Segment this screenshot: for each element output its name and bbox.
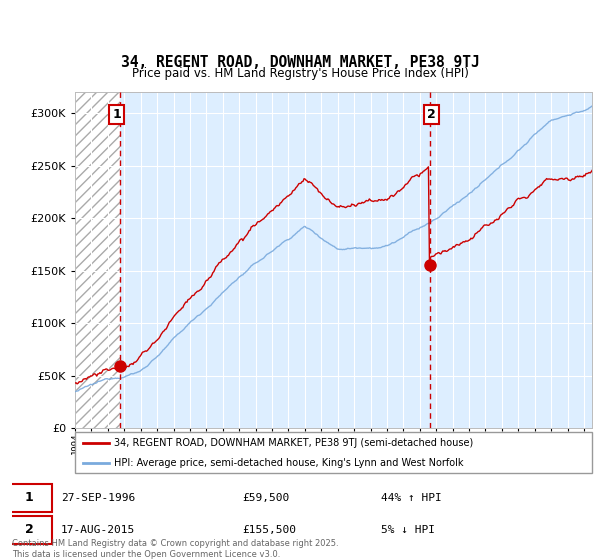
Text: £155,500: £155,500 [242, 525, 296, 535]
Text: 27-SEP-1996: 27-SEP-1996 [61, 493, 135, 503]
Text: 44% ↑ HPI: 44% ↑ HPI [380, 493, 442, 503]
Text: 17-AUG-2015: 17-AUG-2015 [61, 525, 135, 535]
Text: 34, REGENT ROAD, DOWNHAM MARKET, PE38 9TJ (semi-detached house): 34, REGENT ROAD, DOWNHAM MARKET, PE38 9T… [114, 438, 473, 449]
Text: HPI: Average price, semi-detached house, King's Lynn and West Norfolk: HPI: Average price, semi-detached house,… [114, 458, 463, 468]
Text: 1: 1 [112, 108, 121, 121]
Text: 5% ↓ HPI: 5% ↓ HPI [380, 525, 434, 535]
Text: £59,500: £59,500 [242, 493, 290, 503]
FancyBboxPatch shape [6, 484, 52, 512]
Text: Price paid vs. HM Land Registry's House Price Index (HPI): Price paid vs. HM Land Registry's House … [131, 67, 469, 81]
Text: 2: 2 [427, 108, 436, 121]
Text: 2: 2 [25, 524, 34, 536]
Text: 1: 1 [25, 491, 34, 504]
FancyBboxPatch shape [6, 516, 52, 544]
Bar [75, 92, 120, 428]
FancyBboxPatch shape [75, 432, 592, 473]
Text: 34, REGENT ROAD, DOWNHAM MARKET, PE38 9TJ: 34, REGENT ROAD, DOWNHAM MARKET, PE38 9T… [121, 55, 479, 70]
Text: Contains HM Land Registry data © Crown copyright and database right 2025.
This d: Contains HM Land Registry data © Crown c… [12, 539, 338, 559]
